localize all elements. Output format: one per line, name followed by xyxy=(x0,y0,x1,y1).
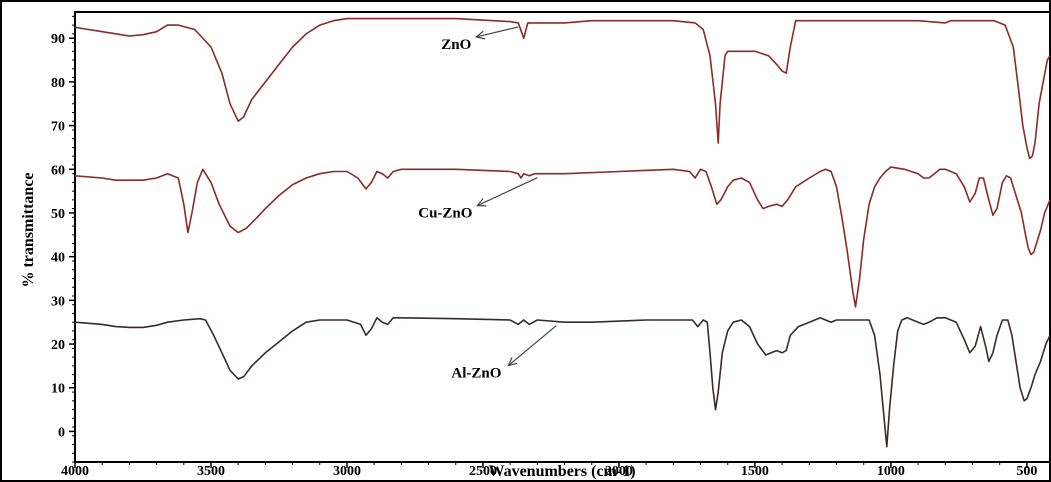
y-tick-label: 90 xyxy=(51,32,65,47)
y-tick-label: 50 xyxy=(51,207,65,222)
y-tick-label: 0 xyxy=(58,425,65,440)
x-tick-label: 1500 xyxy=(741,464,769,479)
annotation-arrowhead xyxy=(474,30,486,40)
y-tick-label: 70 xyxy=(51,120,65,135)
y-tick-label: 20 xyxy=(51,338,65,353)
annotation-label: Cu-ZnO xyxy=(418,206,472,222)
y-tick-label: 10 xyxy=(51,382,65,397)
x-tick-label: 500 xyxy=(1016,464,1037,479)
series-line-2 xyxy=(74,166,1051,308)
series-line-3 xyxy=(74,317,1051,448)
annotation-layer: ZnO Cu-ZnO Al-ZnO xyxy=(418,26,557,382)
x-axis: 4000 3500 3000 2500 2000 1500 1000 500 xyxy=(61,462,1037,479)
series-layer xyxy=(74,17,1051,448)
x-tick-label: 3000 xyxy=(333,464,361,479)
y-tick-label: 40 xyxy=(51,251,65,266)
x-tick-label: 2500 xyxy=(469,464,497,479)
x-tick-label: 1000 xyxy=(877,464,905,479)
annotation-label: ZnO xyxy=(441,37,471,53)
plot-frame xyxy=(74,11,1051,463)
y-axis: 90 80 70 60 50 40 30 20 10 0 xyxy=(51,15,75,463)
annotation-arrow xyxy=(507,325,557,366)
series-line-1 xyxy=(74,17,1051,160)
annotation-arrowhead xyxy=(476,198,487,207)
y-tick-label: 60 xyxy=(51,163,65,178)
annotation-arrow xyxy=(476,26,519,38)
x-tick-label: 4000 xyxy=(61,464,89,479)
x-tick-label: 3500 xyxy=(197,464,225,479)
y-tick-label: 80 xyxy=(51,76,65,91)
y-axis-title: % transmittance xyxy=(20,172,37,287)
y-tick-label: 30 xyxy=(51,294,65,309)
annotation-label: Al-ZnO xyxy=(451,366,501,382)
x-axis-title: Wavenumbers (cm-1) xyxy=(488,463,635,480)
annotation-arrow xyxy=(477,177,538,207)
annotation-arrowhead xyxy=(507,357,518,367)
x-tick-label: 2000 xyxy=(605,464,633,479)
plot-area xyxy=(74,11,1051,463)
